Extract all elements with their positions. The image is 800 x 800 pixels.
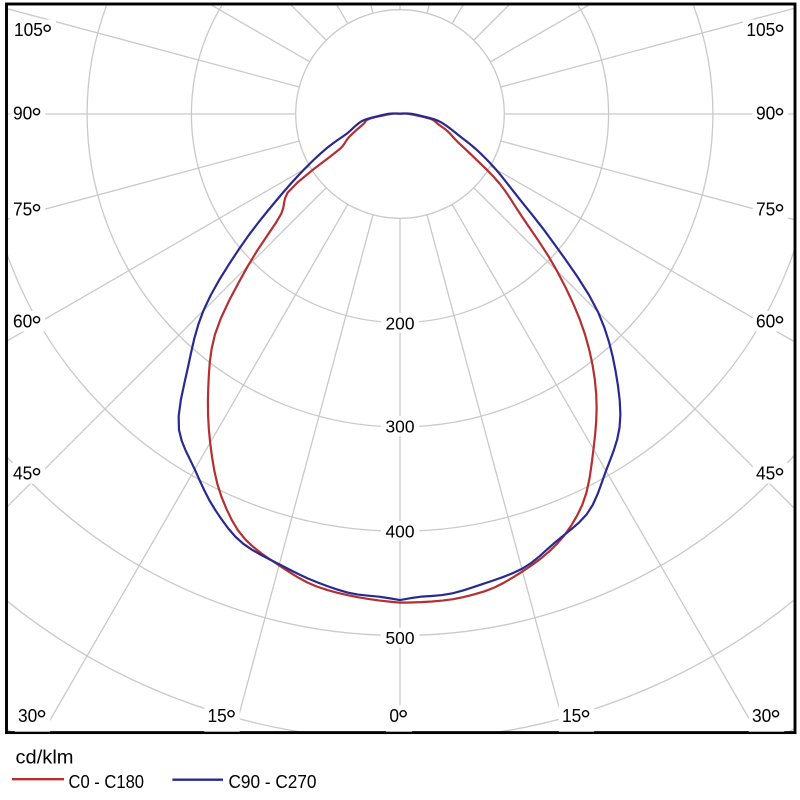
svg-text:45: 45 — [756, 464, 775, 484]
svg-text:°: ° — [774, 20, 785, 50]
svg-text:15: 15 — [208, 706, 227, 726]
svg-text:°: ° — [31, 199, 42, 229]
svg-text:°: ° — [42, 20, 53, 50]
svg-text:500: 500 — [386, 628, 415, 648]
svg-text:0: 0 — [389, 706, 399, 726]
svg-text:°: ° — [774, 463, 785, 493]
svg-text:300: 300 — [386, 416, 415, 436]
svg-text:60: 60 — [13, 312, 32, 332]
svg-text:105: 105 — [14, 20, 43, 40]
svg-text:75: 75 — [756, 200, 775, 220]
svg-text:200: 200 — [386, 313, 415, 333]
svg-text:°: ° — [774, 311, 785, 341]
svg-text:°: ° — [398, 705, 409, 735]
svg-text:C0 - C180: C0 - C180 — [69, 771, 145, 792]
svg-text:60: 60 — [756, 312, 775, 332]
svg-text:°: ° — [226, 705, 237, 735]
svg-text:cd/klm: cd/klm — [16, 748, 74, 769]
svg-text:75: 75 — [13, 200, 32, 220]
svg-text:°: ° — [774, 103, 785, 133]
svg-text:30: 30 — [18, 706, 37, 726]
svg-text:°: ° — [774, 199, 785, 229]
svg-text:90: 90 — [756, 103, 775, 123]
svg-text:°: ° — [31, 103, 42, 133]
svg-text:45: 45 — [13, 464, 32, 484]
svg-text:°: ° — [31, 463, 42, 493]
svg-text:°: ° — [31, 311, 42, 341]
svg-text:°: ° — [36, 705, 47, 735]
svg-text:C90 - C270: C90 - C270 — [229, 771, 317, 792]
svg-text:90: 90 — [13, 103, 32, 123]
svg-text:15: 15 — [562, 706, 581, 726]
svg-text:400: 400 — [386, 522, 415, 542]
svg-text:°: ° — [580, 705, 591, 735]
svg-text:105: 105 — [746, 20, 775, 40]
svg-text:°: ° — [770, 705, 781, 735]
svg-text:30: 30 — [752, 706, 771, 726]
